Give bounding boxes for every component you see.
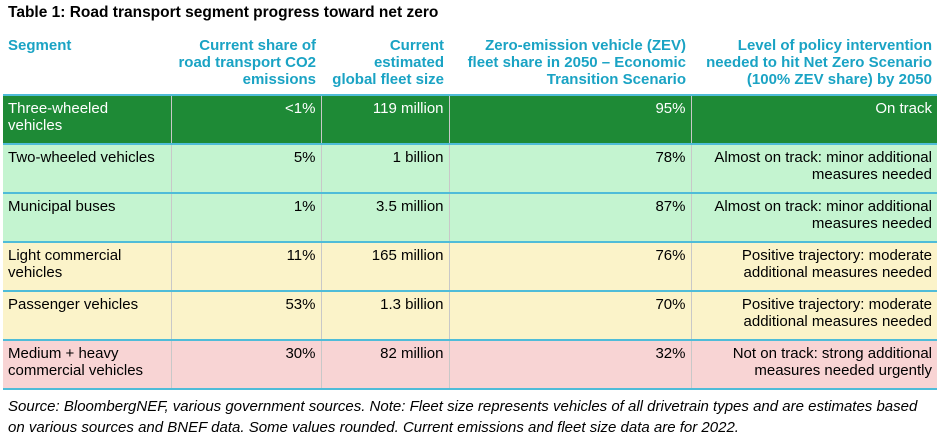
header-zev-share: Zero-emission vehicle (ZEV) fleet share … xyxy=(449,33,691,96)
cell-fleet-size: 119 million xyxy=(321,95,450,145)
cell-zev-share: 76% xyxy=(449,242,692,292)
cell-emissions-share: 1% xyxy=(171,193,322,243)
cell-emissions-share: 30% xyxy=(171,340,322,390)
cell-segment: Light commercial vehicles xyxy=(3,242,172,292)
cell-fleet-size: 1.3 billion xyxy=(321,291,450,341)
cell-policy-intervention: Positive trajectory: moderate additional… xyxy=(691,242,937,292)
table-row: Municipal buses 1% 3.5 million 87% Almos… xyxy=(3,193,937,243)
header-emissions-share: Current share of road transport CO2 emis… xyxy=(171,33,321,96)
cell-fleet-size: 3.5 million xyxy=(321,193,450,243)
cell-zev-share: 70% xyxy=(449,291,692,341)
cell-emissions-share: 5% xyxy=(171,144,322,194)
cell-segment: Three-wheeled vehicles xyxy=(3,95,172,145)
table-header-row: Segment Current share of road transport … xyxy=(3,33,937,96)
cell-segment: Two-wheeled vehicles xyxy=(3,144,172,194)
cell-policy-intervention: Almost on track: minor additional measur… xyxy=(691,144,937,194)
cell-fleet-size: 1 billion xyxy=(321,144,450,194)
cell-segment: Municipal buses xyxy=(3,193,172,243)
cell-zev-share: 87% xyxy=(449,193,692,243)
table-row: Passenger vehicles 53% 1.3 billion 70% P… xyxy=(3,291,937,341)
cell-emissions-share: 11% xyxy=(171,242,322,292)
table-row: Medium + heavy commercial vehicles 30% 8… xyxy=(3,340,937,390)
cell-policy-intervention: Almost on track: minor additional measur… xyxy=(691,193,937,243)
header-policy-intervention: Level of policy intervention needed to h… xyxy=(691,33,937,96)
table-row: Three-wheeled vehicles <1% 119 million 9… xyxy=(3,95,937,145)
cell-segment: Medium + heavy commercial vehicles xyxy=(3,340,172,390)
cell-policy-intervention: Not on track: strong additional measures… xyxy=(691,340,937,390)
cell-emissions-share: 53% xyxy=(171,291,322,341)
table-row: Two-wheeled vehicles 5% 1 billion 78% Al… xyxy=(3,144,937,194)
cell-fleet-size: 165 million xyxy=(321,242,450,292)
cell-zev-share: 32% xyxy=(449,340,692,390)
segment-progress-table: Segment Current share of road transport … xyxy=(3,33,937,390)
cell-zev-share: 78% xyxy=(449,144,692,194)
cell-policy-intervention: Positive trajectory: moderate additional… xyxy=(691,291,937,341)
cell-policy-intervention: On track xyxy=(691,95,937,145)
cell-emissions-share: <1% xyxy=(171,95,322,145)
table-row: Light commercial vehicles 11% 165 millio… xyxy=(3,242,937,292)
header-fleet-size: Current estimated global fleet size xyxy=(321,33,449,96)
cell-segment: Passenger vehicles xyxy=(3,291,172,341)
cell-fleet-size: 82 million xyxy=(321,340,450,390)
header-segment: Segment xyxy=(3,33,171,96)
cell-zev-share: 95% xyxy=(449,95,692,145)
table-title: Table 1: Road transport segment progress… xyxy=(8,4,439,21)
source-note: Source: BloombergNEF, various government… xyxy=(8,398,918,436)
